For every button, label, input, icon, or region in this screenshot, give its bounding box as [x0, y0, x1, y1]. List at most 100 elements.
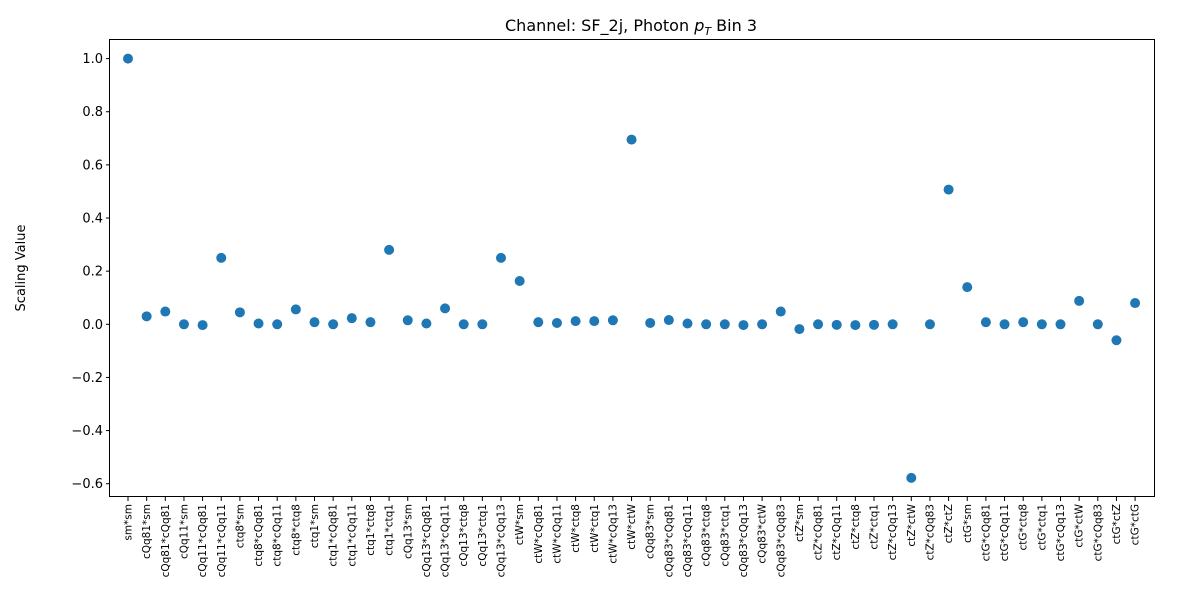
x-tick-label: ctZ*cQq13	[887, 504, 899, 560]
data-point	[887, 319, 898, 330]
data-points	[123, 53, 1141, 483]
y-tick-label: 0.6	[82, 158, 103, 173]
x-tick-label: ctG*ctG	[1130, 504, 1142, 545]
data-point	[440, 303, 451, 314]
data-point	[607, 315, 618, 326]
data-point	[831, 319, 842, 330]
data-point	[850, 320, 861, 331]
x-tick-label: sm*sm	[123, 504, 135, 541]
data-point	[980, 317, 991, 328]
data-point	[160, 306, 171, 317]
data-point	[141, 311, 152, 322]
y-tick-label: 0.8	[82, 105, 103, 120]
x-axis: sm*sm cQq81*sm cQq81*cQq81 cQq11*sm cQq11*cQ…	[123, 497, 1142, 577]
x-tick-label: ctG*ctq8	[1018, 504, 1030, 551]
x-tick-label: ctq8*sm	[234, 504, 246, 548]
x-tick-label: cQq83*cQq11	[682, 504, 694, 577]
x-tick-label: cQq81*sm	[141, 504, 153, 559]
x-tick-label: cQq13*cQq11	[440, 504, 452, 577]
x-tick-label: ctZ*cQq81	[813, 504, 825, 560]
y-tick-label: −0.4	[71, 424, 103, 439]
data-point	[719, 319, 730, 330]
data-point	[1130, 298, 1141, 309]
x-tick-label: ctG*cQq13	[1055, 504, 1067, 561]
x-tick-label: cQq11*cQq81	[197, 504, 209, 577]
data-point	[123, 53, 133, 64]
x-tick-label: ctq1*ctq1	[384, 504, 396, 556]
x-tick-label: ctq8*cQq81	[253, 504, 265, 567]
data-point	[309, 317, 320, 328]
y-axis-label: Scaling Value	[14, 225, 29, 312]
data-point	[197, 320, 208, 331]
data-point	[570, 316, 581, 327]
x-tick-label: ctG*ctZ	[1111, 504, 1123, 544]
data-point	[328, 319, 339, 330]
data-point	[626, 134, 637, 145]
x-tick-label: cQq13*cQq13	[496, 504, 508, 577]
y-tick-label: 1.0	[82, 52, 103, 67]
x-tick-label: ctW*ctq1	[589, 504, 601, 553]
x-tick-label: ctG*ctq1	[1036, 504, 1048, 551]
y-axis: −0.6 −0.4 −0.2 0.0 0.2 0.4 0.6 0.8 1.0	[71, 52, 110, 492]
data-point	[869, 319, 879, 330]
plot-frame	[109, 39, 1155, 497]
data-point	[943, 184, 954, 195]
x-tick-label: ctq1*cQq81	[328, 504, 340, 567]
x-tick-label: ctZ*ctZ	[943, 504, 955, 543]
x-tick-label: ctW*sm	[514, 504, 526, 545]
data-point	[514, 275, 525, 286]
x-tick-label: cQq13*ctq1	[477, 504, 489, 567]
data-point	[794, 324, 805, 335]
x-tick-label: ctZ*cQq11	[831, 504, 843, 560]
data-point	[906, 472, 917, 483]
data-point	[496, 252, 506, 263]
x-tick-label: ctG*cQq11	[999, 504, 1011, 561]
data-point	[645, 317, 656, 328]
x-tick-label: ctZ*sm	[794, 504, 806, 542]
y-tick-label: 0.0	[82, 318, 103, 333]
y-tick-label: 0.2	[82, 265, 103, 280]
x-tick-label: ctZ*cQq83	[924, 504, 936, 560]
data-point	[384, 244, 395, 255]
data-point	[458, 319, 469, 330]
data-point	[178, 319, 189, 330]
x-tick-label: ctq1*ctq8	[365, 504, 377, 556]
y-tick-label: −0.6	[71, 477, 103, 492]
chart-title: Channel: SF_2j, Photon pT Bin 3	[505, 16, 757, 38]
data-point	[402, 315, 413, 326]
data-point	[346, 313, 357, 324]
data-point	[1092, 319, 1103, 330]
data-point	[1111, 335, 1122, 346]
data-point	[365, 317, 376, 328]
x-tick-label: ctq8*cQq11	[272, 504, 284, 567]
y-tick-label: −0.2	[71, 371, 103, 386]
data-point	[533, 317, 544, 328]
x-tick-label: cQq13*ctq8	[458, 504, 470, 567]
x-tick-label: ctq1*cQq11	[346, 504, 358, 567]
x-tick-label: ctW*ctW	[626, 503, 638, 549]
data-point	[421, 318, 432, 329]
x-tick-label: ctW*cQq13	[607, 504, 619, 564]
data-point	[272, 319, 283, 330]
x-tick-label: cQq83*cQq13	[738, 504, 750, 577]
data-point	[1055, 319, 1066, 330]
data-point	[775, 306, 786, 317]
x-tick-label: ctq1*sm	[309, 504, 321, 548]
data-point	[962, 282, 973, 293]
y-tick-label: 0.4	[82, 212, 103, 227]
x-tick-label: cQq83*ctq1	[719, 504, 731, 567]
x-tick-label: ctG*cQq83	[1092, 504, 1104, 561]
x-tick-label: cQq13*sm	[402, 504, 414, 559]
x-tick-label: ctG*sm	[962, 504, 974, 543]
x-tick-label: ctW*cQq11	[551, 504, 563, 564]
data-point	[999, 319, 1010, 330]
x-tick-label: cQq11*cQq11	[216, 504, 228, 577]
x-tick-label: cQq81*cQq81	[160, 504, 172, 577]
x-tick-label: cQq83*ctq8	[701, 504, 713, 567]
x-tick-label: ctZ*ctW	[906, 503, 918, 546]
x-tick-label: ctW*cQq81	[533, 504, 545, 564]
data-point	[738, 320, 749, 331]
data-point	[253, 318, 264, 329]
x-tick-label: ctq8*ctq8	[290, 504, 302, 556]
